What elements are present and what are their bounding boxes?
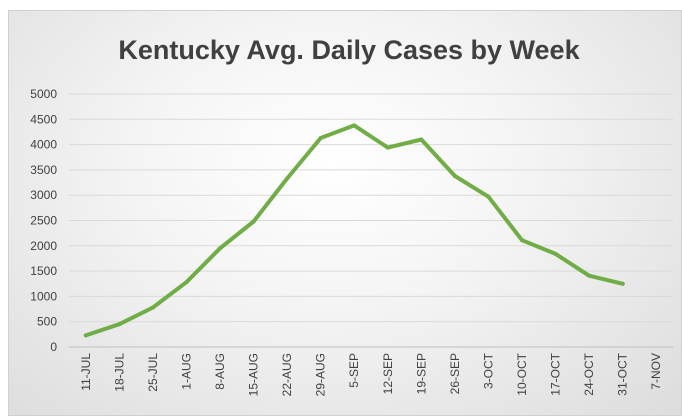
y-tick-label: 2500 (30, 214, 57, 228)
x-tick-label: 8-AUG (213, 353, 227, 390)
x-tick-label: 7-NOV (649, 353, 663, 390)
data-point (587, 273, 592, 278)
data-point (620, 281, 625, 286)
data-point (419, 137, 424, 142)
series-layer (83, 123, 625, 338)
x-tick-label: 19-SEP (414, 353, 428, 394)
x-axis-ticks: 11-JUL 18-JUL 25-JUL 1-AUG 8-AUG 15-AUG 22-AUG… (79, 352, 663, 396)
x-tick-label: 29-AUG (314, 353, 328, 396)
data-point (318, 136, 323, 141)
data-point (83, 333, 88, 338)
y-tick-label: 3500 (30, 163, 57, 177)
y-tick-label: 5000 (30, 87, 57, 101)
x-tick-label: 10-OCT (515, 352, 529, 395)
data-point (251, 219, 256, 224)
x-tick-label: 3-OCT (481, 352, 495, 389)
gridlines (69, 93, 673, 348)
data-point (117, 322, 122, 327)
data-point (486, 194, 491, 199)
y-axis-ticks: 0 500 1000 1500 2000 2500 3000 3500 4000 4500 5000 (30, 87, 57, 354)
data-point (184, 280, 189, 285)
y-tick-label: 1500 (30, 264, 57, 278)
chart-title: Kentucky Avg. Daily Cases by Week (118, 35, 580, 65)
x-tick-label: 26-SEP (448, 353, 462, 394)
series-line (83, 123, 625, 338)
data-point (352, 123, 357, 128)
line-chart: Kentucky Avg. Daily Cases by Week 0 500 10… (30, 35, 673, 396)
data-point (385, 145, 390, 150)
y-tick-label: 500 (37, 315, 57, 329)
y-tick-label: 3000 (30, 188, 57, 202)
y-tick-label: 1000 (30, 289, 57, 303)
x-tick-label: 5-SEP (347, 353, 361, 388)
y-tick-label: 4000 (30, 138, 57, 152)
x-tick-label: 18-JUL (112, 353, 126, 392)
x-tick-label: 15-AUG (247, 353, 261, 396)
x-tick-label: 22-AUG (280, 353, 294, 396)
x-tick-label: 17-OCT (549, 352, 563, 395)
data-point (150, 305, 155, 310)
y-tick-label: 0 (50, 340, 57, 354)
data-point (553, 251, 558, 256)
x-tick-label: 24-OCT (582, 352, 596, 395)
y-tick-label: 2000 (30, 239, 57, 253)
x-tick-label: 25-JUL (146, 353, 160, 392)
x-tick-label: 12-SEP (381, 353, 395, 394)
x-tick-label: 11-JUL (79, 353, 93, 391)
data-point (520, 238, 524, 243)
data-point (452, 173, 457, 178)
chart-area: Kentucky Avg. Daily Cases by Week 0 500 10… (8, 10, 682, 416)
x-tick-label: 1-AUG (179, 353, 193, 390)
data-point (218, 246, 222, 251)
y-tick-label: 4500 (30, 112, 57, 126)
data-point (285, 176, 290, 181)
x-tick-label: 31-OCT (616, 352, 630, 395)
